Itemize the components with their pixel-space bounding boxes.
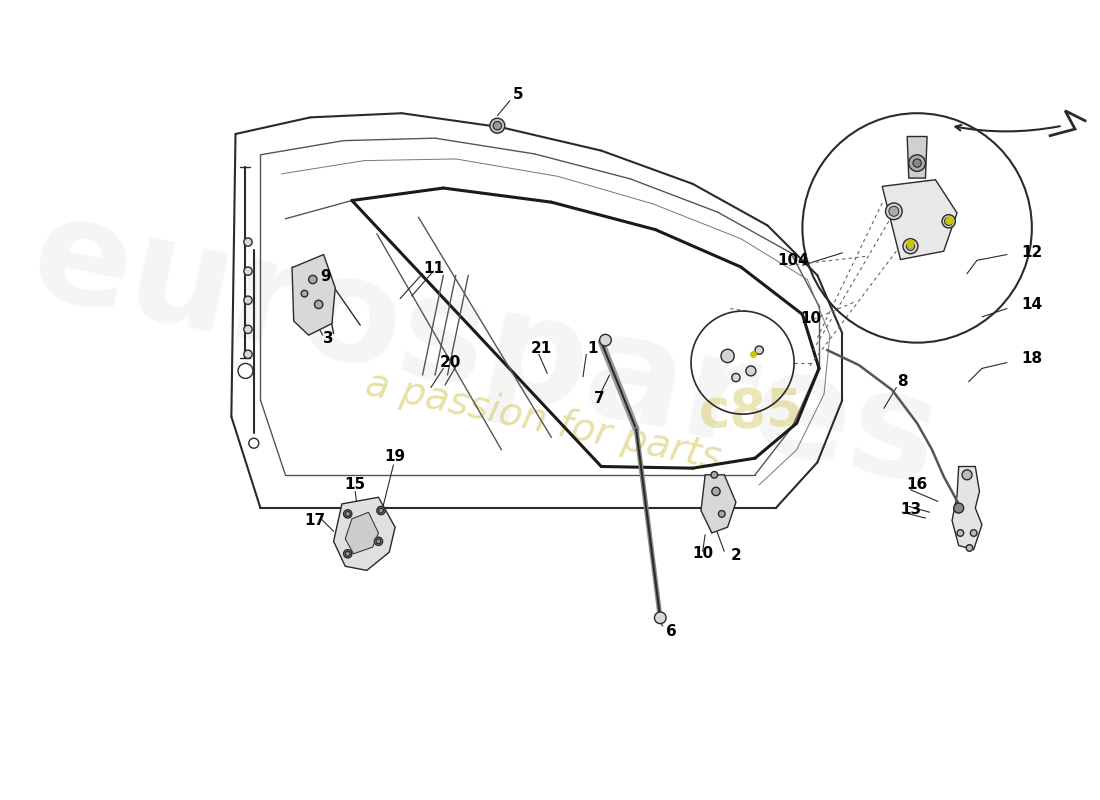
Text: 11: 11 bbox=[422, 261, 443, 276]
Circle shape bbox=[945, 217, 953, 226]
Circle shape bbox=[732, 374, 740, 382]
Circle shape bbox=[970, 530, 977, 536]
Circle shape bbox=[654, 612, 667, 624]
Circle shape bbox=[903, 238, 918, 254]
Circle shape bbox=[954, 503, 964, 513]
Circle shape bbox=[746, 366, 756, 376]
Circle shape bbox=[374, 537, 383, 546]
Circle shape bbox=[244, 296, 252, 305]
Circle shape bbox=[909, 154, 925, 171]
Text: 3: 3 bbox=[323, 331, 334, 346]
Text: 12: 12 bbox=[1021, 245, 1043, 259]
Text: 17: 17 bbox=[304, 513, 324, 528]
Circle shape bbox=[376, 539, 381, 544]
Circle shape bbox=[718, 510, 725, 518]
Text: 4: 4 bbox=[798, 253, 807, 268]
Polygon shape bbox=[908, 137, 927, 178]
Text: a passion for parts: a passion for parts bbox=[362, 365, 724, 477]
Circle shape bbox=[377, 506, 385, 514]
Polygon shape bbox=[345, 512, 378, 554]
Text: 7: 7 bbox=[594, 391, 605, 406]
Circle shape bbox=[493, 122, 502, 130]
Text: 13: 13 bbox=[900, 502, 921, 518]
Circle shape bbox=[309, 275, 317, 284]
Circle shape bbox=[966, 545, 972, 551]
Circle shape bbox=[343, 510, 352, 518]
Text: 9: 9 bbox=[320, 270, 331, 285]
Text: 10: 10 bbox=[692, 546, 713, 562]
Circle shape bbox=[711, 471, 717, 478]
Text: 21: 21 bbox=[531, 341, 552, 356]
Text: 2: 2 bbox=[730, 548, 741, 563]
Circle shape bbox=[315, 300, 322, 309]
Circle shape bbox=[244, 238, 252, 246]
Text: 14: 14 bbox=[1021, 297, 1043, 312]
Circle shape bbox=[244, 350, 252, 358]
Circle shape bbox=[957, 530, 964, 536]
Circle shape bbox=[913, 159, 922, 167]
Circle shape bbox=[301, 290, 308, 297]
Text: 1: 1 bbox=[587, 341, 598, 356]
Text: 8: 8 bbox=[896, 374, 907, 390]
Text: 18: 18 bbox=[1021, 351, 1043, 366]
Text: 10: 10 bbox=[778, 253, 799, 268]
Circle shape bbox=[755, 346, 763, 354]
Polygon shape bbox=[333, 498, 395, 570]
Circle shape bbox=[942, 214, 956, 228]
Text: 6: 6 bbox=[666, 623, 676, 638]
Circle shape bbox=[345, 511, 350, 516]
Circle shape bbox=[886, 203, 902, 220]
Circle shape bbox=[962, 470, 972, 480]
Circle shape bbox=[600, 334, 612, 346]
Circle shape bbox=[889, 206, 899, 216]
Text: 10: 10 bbox=[800, 311, 822, 326]
Circle shape bbox=[712, 487, 720, 495]
Text: 5: 5 bbox=[513, 86, 524, 102]
Circle shape bbox=[345, 551, 350, 556]
Text: c85: c85 bbox=[698, 386, 803, 438]
Polygon shape bbox=[882, 180, 957, 259]
Circle shape bbox=[906, 242, 914, 250]
Circle shape bbox=[343, 550, 352, 558]
Polygon shape bbox=[701, 475, 736, 533]
Circle shape bbox=[244, 267, 252, 275]
Polygon shape bbox=[292, 254, 336, 335]
Text: 19: 19 bbox=[385, 449, 406, 464]
Text: 15: 15 bbox=[344, 478, 366, 492]
Circle shape bbox=[378, 508, 384, 513]
Polygon shape bbox=[952, 466, 982, 550]
Text: 16: 16 bbox=[906, 478, 927, 492]
Circle shape bbox=[244, 325, 252, 334]
Text: eurospares: eurospares bbox=[20, 186, 950, 515]
Circle shape bbox=[720, 350, 735, 362]
Text: 20: 20 bbox=[439, 355, 461, 370]
Circle shape bbox=[490, 118, 505, 133]
